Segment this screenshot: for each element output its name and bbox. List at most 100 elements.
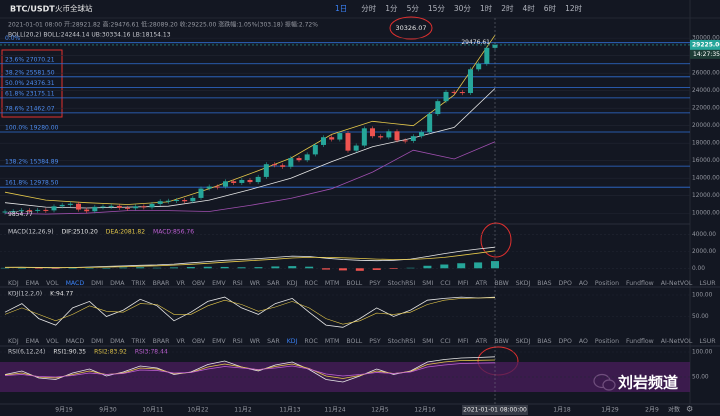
macd-bar xyxy=(153,267,162,269)
candle xyxy=(239,179,245,183)
indicator-tab[interactable]: RSI xyxy=(233,280,243,287)
indicator-tab[interactable]: EMV xyxy=(212,338,226,345)
candle xyxy=(255,176,261,183)
indicator-tab[interactable]: AI-NetVOL xyxy=(661,338,693,345)
timeframe-button[interactable]: 30分 xyxy=(454,4,472,13)
indicator-tab[interactable]: KDJ xyxy=(287,338,298,345)
candle xyxy=(370,128,375,137)
y-tick-label: 22000.00 xyxy=(692,106,720,112)
indicator-tab[interactable]: SAR xyxy=(267,280,280,287)
candle xyxy=(263,164,269,177)
indicator-tab[interactable]: VR xyxy=(176,280,185,287)
indicator-tab[interactable]: BBW xyxy=(494,280,508,287)
indicator-tab[interactable]: SAR xyxy=(267,338,280,345)
timeframe-button[interactable]: 4时 xyxy=(523,3,536,13)
indicator-tab[interactable]: DMI xyxy=(91,280,103,287)
indicator-tab[interactable]: BIAS xyxy=(537,280,551,287)
candle xyxy=(182,200,188,202)
boll-line xyxy=(4,34,496,205)
timeframe-button[interactable]: 15分 xyxy=(428,4,446,13)
indicator-tab[interactable]: StochRSI xyxy=(388,280,416,287)
indicator-tab[interactable]: SKDJ xyxy=(516,280,531,287)
indicator-tab[interactable]: CCI xyxy=(440,338,451,345)
indicator-tab[interactable]: DPO xyxy=(559,338,572,345)
indicator-tab[interactable]: DMI xyxy=(91,338,103,345)
indicator-tab[interactable]: OBV xyxy=(192,280,206,287)
settings-icon[interactable]: ⚙ xyxy=(686,405,693,414)
indicator-tab[interactable]: MACD xyxy=(66,280,85,287)
candle xyxy=(141,206,147,208)
indicator-tab[interactable]: AO xyxy=(579,280,588,287)
indicator-tab[interactable]: MTM xyxy=(325,338,339,345)
indicator-tab[interactable]: LSUR xyxy=(699,338,716,345)
indicator-tab[interactable]: VOL xyxy=(46,280,59,287)
indicator-tab[interactable]: StochRSI xyxy=(388,338,416,345)
indicator-tab[interactable]: MTM xyxy=(325,280,339,287)
indicator-tab[interactable]: ROC xyxy=(304,338,318,345)
indicator-tab[interactable]: WR xyxy=(250,338,261,345)
indicator-tab[interactable]: VOL xyxy=(46,338,59,345)
timeframe-button[interactable]: 1日 xyxy=(335,4,347,13)
indicator-tab[interactable]: Position xyxy=(595,280,619,287)
x-tick-label: 11月24 xyxy=(324,407,345,414)
indicator-tab[interactable]: WR xyxy=(250,280,261,287)
log-toggle[interactable]: 对数 xyxy=(668,406,680,414)
indicator-tab[interactable]: BIAS xyxy=(537,338,551,345)
macd-bar xyxy=(186,267,195,269)
candle xyxy=(76,203,81,210)
indicator-tab[interactable]: AI-NetVOL xyxy=(661,280,693,287)
indicator-tab[interactable]: KDJ xyxy=(8,338,19,345)
indicator-tab[interactable]: OBV xyxy=(192,338,206,345)
fib-label: 161.8% 12978.50 xyxy=(5,180,59,187)
indicator-tab[interactable]: AO xyxy=(579,338,588,345)
indicator-tab[interactable]: Fundflow xyxy=(626,280,654,287)
indicator-tab[interactable]: MFI xyxy=(458,280,469,287)
indicator-tab[interactable]: DPO xyxy=(559,280,572,287)
fib-label: 50.0% 24376.31 xyxy=(5,80,55,87)
indicator-tab[interactable]: KDJ xyxy=(287,280,298,287)
indicator-tab[interactable]: VR xyxy=(176,338,185,345)
indicator-tab[interactable]: KDJ xyxy=(8,280,19,287)
indicator-tab[interactable]: BOLL xyxy=(346,338,362,345)
indicator-tab[interactable]: EMV xyxy=(212,280,226,287)
timeframe-button[interactable]: 5分 xyxy=(407,4,420,13)
indicator-tab[interactable]: TRIX xyxy=(130,338,146,345)
indicator-tab[interactable]: EMA xyxy=(26,338,40,345)
indicator-tab[interactable]: PSY xyxy=(369,280,381,287)
indicator-tab[interactable]: ROC xyxy=(304,280,318,287)
indicator-tab[interactable]: BRAR xyxy=(153,280,171,287)
timeframe-button[interactable]: 1时 xyxy=(480,3,493,13)
indicator-tab[interactable]: EMA xyxy=(26,280,40,287)
timeframe-button[interactable]: 12时 xyxy=(565,3,583,13)
indicator-tab[interactable]: DMA xyxy=(110,280,125,287)
indicator-tab[interactable]: SMI xyxy=(422,338,433,345)
indicator-tab[interactable]: DMA xyxy=(110,338,125,345)
indicator-tab[interactable]: MACD xyxy=(66,338,85,345)
indicator-tab[interactable]: BOLL xyxy=(346,280,362,287)
indicator-tab[interactable]: CCI xyxy=(440,280,451,287)
indicator-tab[interactable]: SKDJ xyxy=(516,338,531,345)
annotation: 30326.07 xyxy=(395,24,426,32)
indicator-tab[interactable]: TRIX xyxy=(130,280,146,287)
indicator-tab[interactable]: LSUR xyxy=(699,280,716,287)
x-tick-label: 1月29 xyxy=(601,407,619,414)
timeframe-button[interactable]: 1分 xyxy=(385,4,398,13)
indicator-tab[interactable]: ATR xyxy=(475,280,488,287)
timeframe-button[interactable]: 2时 xyxy=(501,3,514,13)
candle xyxy=(27,210,32,212)
indicator-tab[interactable]: BBW xyxy=(494,338,508,345)
indicator-tab[interactable]: PSY xyxy=(369,338,381,345)
timeframe-button[interactable]: 分时 xyxy=(361,3,376,13)
indicator-tab[interactable]: RSI xyxy=(233,338,243,345)
indicator-tab[interactable]: SMI xyxy=(422,280,433,287)
x-tick-label: 12月16 xyxy=(414,407,435,414)
macd-bar xyxy=(85,267,94,269)
indicator-tab[interactable]: ATR xyxy=(475,338,488,345)
indicator-tab[interactable]: BRAR xyxy=(153,338,171,345)
x-tick-label: 10月11 xyxy=(142,407,163,414)
timeframe-button[interactable]: 6时 xyxy=(544,3,557,13)
indicator-tab[interactable]: MFI xyxy=(458,338,469,345)
indicator-tab[interactable]: Position xyxy=(595,338,619,345)
indicator-tab[interactable]: Fundflow xyxy=(626,338,654,345)
